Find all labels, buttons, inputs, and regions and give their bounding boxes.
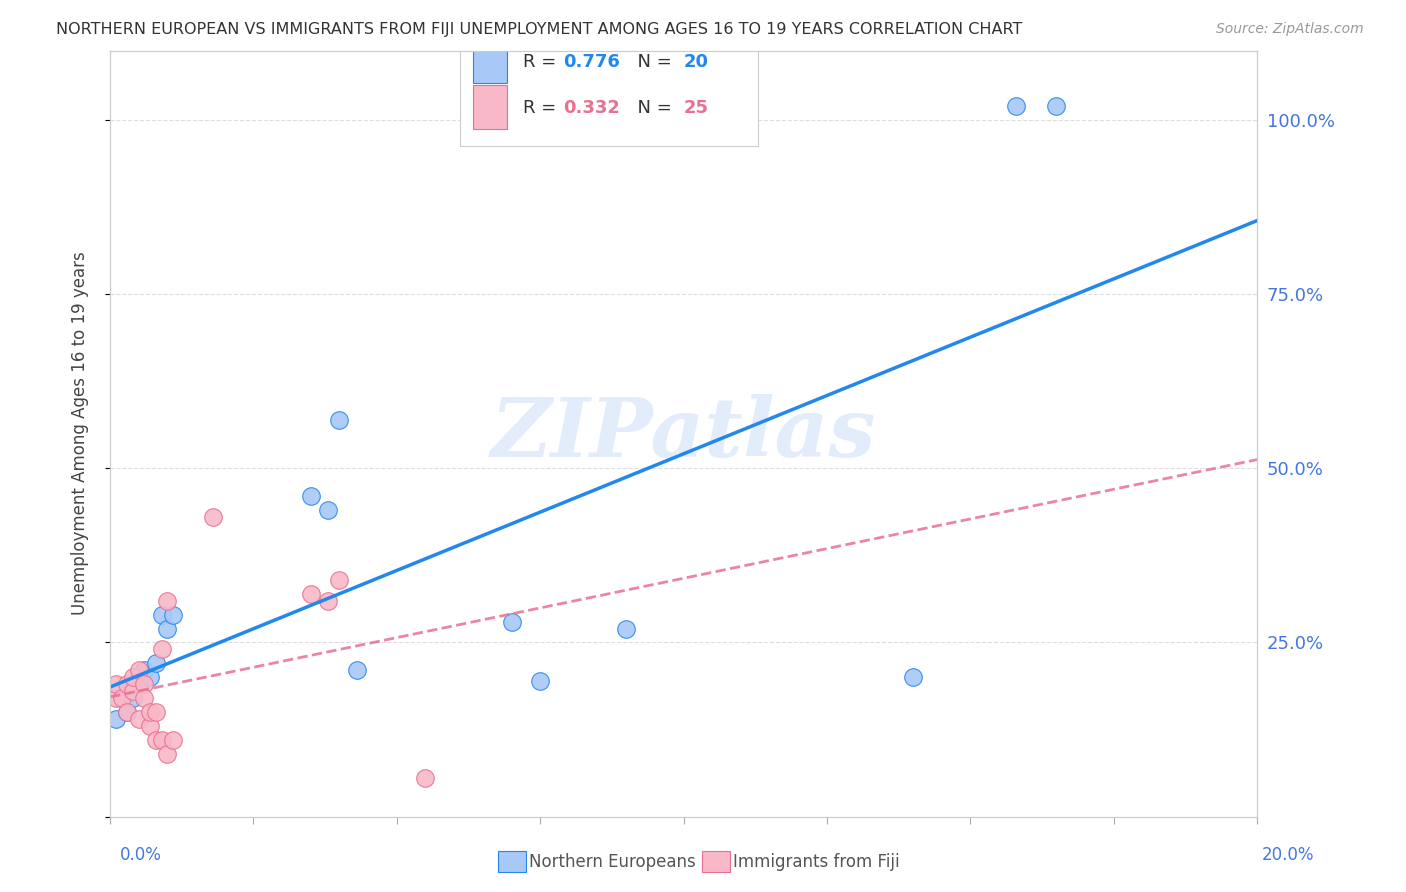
Text: 20.0%: 20.0% [1263,846,1315,863]
Text: R =: R = [523,99,562,117]
Text: ZIPatlas: ZIPatlas [491,393,876,474]
Point [134,691,156,706]
Point [117,705,139,719]
Point [529,673,551,688]
Text: Immigrants from Fiji: Immigrants from Fiji [733,853,900,871]
Point [122,670,145,684]
Point [104,677,127,691]
Point [202,510,225,524]
Point [139,670,162,684]
Text: R =: R = [523,53,562,70]
Point [901,670,924,684]
Point [122,691,145,706]
Point [104,691,127,706]
Text: Source: ZipAtlas.com: Source: ZipAtlas.com [1216,22,1364,37]
Point [328,412,350,426]
Text: N =: N = [626,99,678,117]
Point [117,677,139,691]
FancyBboxPatch shape [460,47,758,146]
Text: Northern Europeans: Northern Europeans [529,853,696,871]
Point [316,593,339,607]
Point [145,657,167,671]
Point [501,615,523,629]
Point [328,573,350,587]
Point [1045,99,1067,113]
Point [134,677,156,691]
Point [122,684,145,698]
Point [299,587,322,601]
Point [316,503,339,517]
Point [117,705,139,719]
Point [104,712,127,726]
Y-axis label: Unemployment Among Ages 16 to 19 years: Unemployment Among Ages 16 to 19 years [72,252,89,615]
Text: 0.0%: 0.0% [120,846,162,863]
Text: 0.332: 0.332 [564,99,620,117]
FancyBboxPatch shape [472,86,508,129]
Point [156,747,179,761]
Point [162,607,184,622]
Text: 0.776: 0.776 [564,53,620,70]
Point [139,719,162,733]
Point [299,489,322,503]
Point [156,593,179,607]
Point [415,771,437,785]
Point [162,733,184,747]
Point [150,642,173,657]
Text: 20: 20 [683,53,709,70]
Text: N =: N = [626,53,678,70]
Point [110,691,132,706]
FancyBboxPatch shape [472,39,508,83]
Point [346,663,368,677]
Point [145,733,167,747]
Point [134,663,156,677]
Point [156,622,179,636]
Point [128,712,150,726]
Point [128,677,150,691]
Point [139,705,162,719]
Text: 25: 25 [683,99,709,117]
Point [614,622,637,636]
Point [150,733,173,747]
Point [145,705,167,719]
Point [150,607,173,622]
Point [128,663,150,677]
Point [1005,99,1028,113]
Text: NORTHERN EUROPEAN VS IMMIGRANTS FROM FIJI UNEMPLOYMENT AMONG AGES 16 TO 19 YEARS: NORTHERN EUROPEAN VS IMMIGRANTS FROM FIJ… [56,22,1022,37]
